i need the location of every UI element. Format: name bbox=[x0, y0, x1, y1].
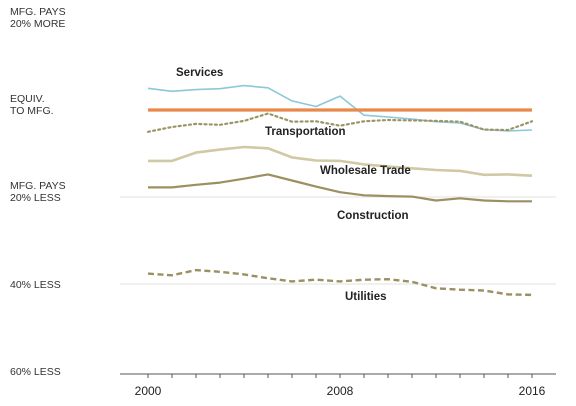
series-line-utilities bbox=[147, 268, 533, 297]
series-label-services: Services bbox=[176, 67, 223, 79]
series-label-wholesale-trade: Wholesale Trade bbox=[320, 165, 411, 177]
y-tick-label: MFG. PAYS bbox=[10, 6, 66, 18]
series-label-utilities: Utilities bbox=[345, 291, 387, 303]
y-tick-label: MFG. PAYS bbox=[10, 180, 66, 192]
x-tick-label: 2000 bbox=[135, 384, 162, 398]
series-lines bbox=[146, 84, 534, 297]
y-tick-label: 20% LESS bbox=[10, 192, 61, 204]
series-label-construction: Construction bbox=[337, 210, 409, 222]
x-tick-label: 2016 bbox=[519, 384, 546, 398]
series-labels: Services Transportation Wholesale Trade Con… bbox=[176, 67, 411, 303]
series-line-transportation bbox=[146, 112, 534, 133]
series-line-construction bbox=[148, 173, 532, 203]
y-tick-label: EQUIV. bbox=[10, 93, 45, 105]
y-tick-label: 40% LESS bbox=[10, 279, 61, 291]
gridlines bbox=[120, 196, 556, 285]
x-axis: 2000 2008 2016 bbox=[120, 373, 556, 398]
series-line-wholesale-trade bbox=[148, 145, 533, 177]
y-tick-label: 60% LESS bbox=[10, 366, 61, 378]
series-label-transportation: Transportation bbox=[265, 126, 346, 138]
x-tick-label: 2008 bbox=[327, 384, 354, 398]
y-tick-label: 20% MORE bbox=[10, 18, 65, 30]
y-tick-label: TO MFG. bbox=[10, 105, 54, 117]
